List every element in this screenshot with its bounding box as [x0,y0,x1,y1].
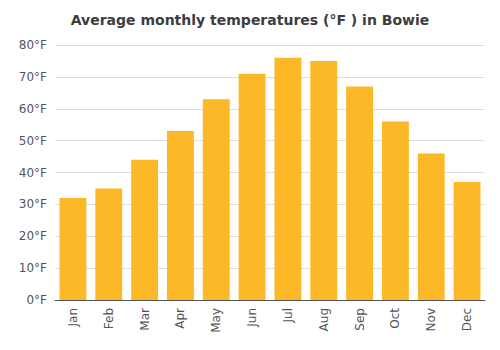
svg-text:40°F: 40°F [19,166,47,180]
svg-text:0°F: 0°F [26,293,47,307]
svg-text:Jun: Jun [245,308,259,328]
svg-text:70°F: 70°F [19,70,47,84]
svg-text:Jan: Jan [66,308,80,328]
svg-text:Oct: Oct [388,308,402,329]
svg-text:Sep: Sep [353,308,367,331]
svg-text:20°F: 20°F [19,229,47,243]
svg-text:10°F: 10°F [19,261,47,275]
svg-text:50°F: 50°F [19,134,47,148]
svg-text:Feb: Feb [102,308,116,329]
svg-text:Mar: Mar [138,308,152,331]
svg-text:80°F: 80°F [19,38,47,52]
svg-text:60°F: 60°F [19,102,47,116]
svg-text:30°F: 30°F [19,197,47,211]
svg-text:Aug: Aug [317,308,331,331]
svg-text:Average monthly temperatures (: Average monthly temperatures (°F ) in Bo… [71,12,430,28]
svg-text:May: May [209,308,223,333]
svg-text:Nov: Nov [424,308,438,331]
svg-text:Dec: Dec [460,308,474,331]
svg-text:Apr: Apr [173,308,187,329]
svg-text:Jul: Jul [281,308,295,323]
